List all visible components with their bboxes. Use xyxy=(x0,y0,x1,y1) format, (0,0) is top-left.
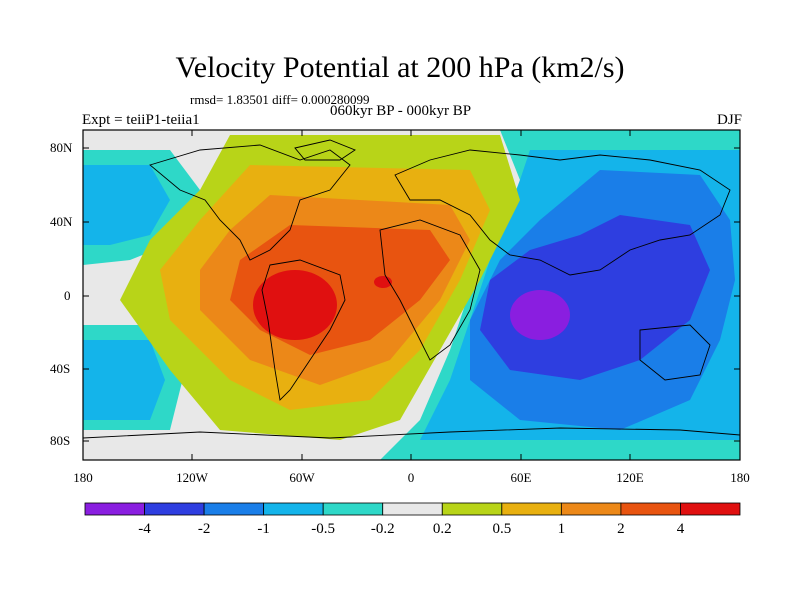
map-title: Velocity Potential at 200 hPa (km2/s) xyxy=(175,51,625,84)
colorbar-swatch xyxy=(680,502,741,516)
lon-label-180w: 180 xyxy=(73,470,93,485)
antarctica-coast xyxy=(83,427,740,439)
lat-label-80n: 80N xyxy=(50,140,73,155)
colorbar-swatch xyxy=(382,502,443,516)
colorbar xyxy=(84,502,741,516)
stats-line: rmsd= 1.83501 diff= 0.000280099 xyxy=(190,92,370,107)
colorbar-label: 1 xyxy=(557,521,566,537)
colorbar-swatch xyxy=(84,502,145,516)
lon-label-120w: 120W xyxy=(176,470,208,485)
lat-label-0: 0 xyxy=(64,288,71,303)
colorbar-label: 4 xyxy=(676,521,685,537)
colorbar-label: 2 xyxy=(617,521,625,537)
lon-label-60e: 60E xyxy=(510,470,532,485)
colorbar-swatch xyxy=(501,502,562,516)
south-america-coast xyxy=(261,259,346,401)
colorbar-swatch xyxy=(263,502,324,516)
west-neg-05 xyxy=(83,165,170,245)
colorbar-label: 0.2 xyxy=(432,521,452,537)
pos-4-region xyxy=(253,270,337,340)
lat-label-80s: 80S xyxy=(50,433,71,448)
period-label: 060kyr BP - 000kyr BP xyxy=(330,103,472,119)
greenland-coast xyxy=(294,139,356,161)
lat-label-40n: 40N xyxy=(50,214,73,229)
australia-coast xyxy=(639,324,711,381)
colorbar-swatch xyxy=(203,502,265,516)
coastlines xyxy=(83,139,740,439)
neg-4-region xyxy=(510,290,570,340)
colorbar-swatch xyxy=(322,502,384,516)
colorbar-label: 0.5 xyxy=(492,521,512,537)
lon-ticks xyxy=(191,130,631,460)
experiment-label: Expt = teiiP1-teiia1 xyxy=(82,112,200,128)
eurasia-coast xyxy=(394,149,731,276)
lon-label-120e: 120E xyxy=(616,470,644,485)
colorbar-swatch xyxy=(144,502,205,516)
colorbar-label: -2 xyxy=(197,521,211,537)
lon-label-60w: 60W xyxy=(289,470,315,485)
contour-field xyxy=(83,130,740,460)
lat-label-40s: 40S xyxy=(50,361,71,376)
southwest-neg-05 xyxy=(83,340,165,420)
colorbar-label: -1 xyxy=(257,521,270,537)
lon-label-180e: 180 xyxy=(730,470,750,485)
colorbar-swatch xyxy=(560,502,622,516)
north-america-coast xyxy=(149,144,351,261)
season-label: DJF xyxy=(716,112,742,128)
colorbar-label: -0.2 xyxy=(370,521,395,537)
lat-ticks xyxy=(83,147,740,442)
colorbar-label: -0.5 xyxy=(311,521,336,537)
colorbar-label: -4 xyxy=(138,521,151,537)
lon-label-0: 0 xyxy=(407,470,415,485)
colorbar-swatch xyxy=(441,502,503,516)
colorbar-swatch xyxy=(620,502,681,516)
africa-coast xyxy=(379,219,481,361)
